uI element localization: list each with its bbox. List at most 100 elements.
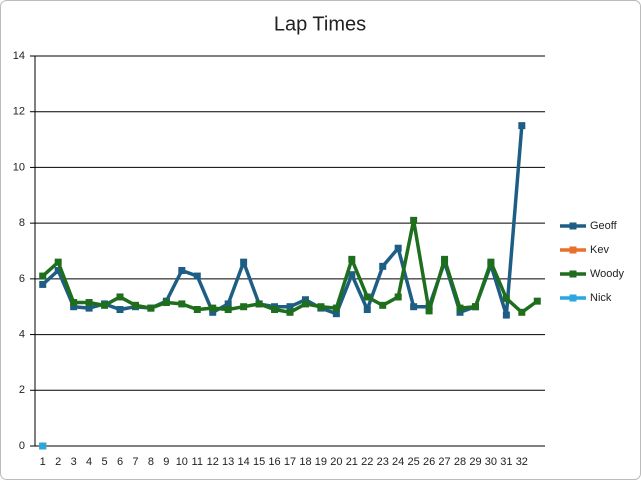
x-tick-label: 16 — [268, 456, 280, 468]
point-marker — [425, 307, 433, 315]
point-marker — [317, 303, 325, 311]
x-tick-label: 4 — [86, 456, 92, 468]
point-marker — [379, 301, 387, 309]
x-tick-label: 30 — [485, 456, 497, 468]
point-marker — [518, 122, 526, 130]
x-tick-label: 24 — [392, 456, 404, 468]
point-marker — [224, 306, 232, 313]
legend-label: Geoff — [590, 220, 618, 232]
point-marker — [116, 306, 124, 313]
point-marker — [54, 258, 62, 266]
x-tick-label: 5 — [101, 456, 107, 468]
x-tick-label: 25 — [408, 456, 420, 468]
point-marker — [240, 258, 248, 266]
legend-marker — [569, 270, 577, 278]
x-tick-label: 18 — [299, 456, 311, 468]
point-marker — [286, 308, 294, 316]
x-tick-label: 22 — [361, 456, 373, 468]
x-tick-label: 12 — [207, 456, 219, 468]
point-marker — [518, 308, 526, 316]
x-tick-label: 29 — [469, 456, 481, 468]
point-marker — [39, 442, 47, 450]
x-tick-label: 32 — [516, 456, 528, 468]
point-marker — [533, 297, 541, 305]
point-marker — [85, 299, 93, 307]
point-marker — [410, 303, 418, 311]
point-marker — [209, 308, 217, 316]
y-tick-label: 4 — [19, 328, 25, 340]
point-marker — [255, 300, 263, 308]
y-tick-label: 12 — [13, 106, 25, 118]
point-marker — [162, 299, 170, 307]
point-marker — [178, 300, 186, 308]
x-tick-label: 21 — [346, 456, 358, 468]
point-marker — [348, 255, 356, 263]
point-marker — [286, 303, 294, 311]
point-marker — [240, 303, 248, 311]
x-tick-label: 11 — [192, 456, 203, 468]
point-marker — [209, 304, 217, 312]
y-tick-label: 6 — [19, 273, 25, 285]
x-tick-label: 2 — [55, 456, 61, 468]
point-marker — [85, 304, 93, 312]
point-marker — [502, 294, 510, 302]
point-marker — [348, 271, 356, 279]
x-tick-label: 17 — [284, 456, 296, 468]
point-marker — [301, 296, 309, 304]
x-tick-label: 9 — [163, 456, 169, 468]
x-tick-label: 31 — [500, 456, 512, 468]
point-marker — [332, 304, 340, 312]
point-marker — [178, 267, 186, 274]
point-marker — [101, 301, 109, 309]
point-marker — [70, 299, 78, 307]
point-marker — [54, 267, 62, 274]
x-tick-label: 20 — [330, 456, 342, 468]
legend-label: Kev — [590, 244, 609, 256]
x-tick-label: 6 — [117, 456, 123, 468]
point-marker — [487, 258, 495, 266]
point-marker — [456, 304, 464, 312]
x-tick-label: 7 — [132, 456, 138, 468]
x-tick-label: 26 — [423, 456, 435, 468]
point-marker — [39, 272, 47, 280]
point-marker — [471, 303, 479, 311]
legend-marker — [569, 246, 577, 254]
point-marker — [332, 310, 340, 318]
point-marker — [441, 255, 449, 263]
point-marker — [301, 300, 309, 308]
point-marker — [39, 280, 47, 288]
point-marker — [394, 293, 402, 301]
legend-marker — [569, 222, 577, 230]
x-tick-label: 10 — [176, 456, 188, 468]
x-tick-label: 23 — [377, 456, 389, 468]
x-tick-label: 15 — [253, 456, 265, 468]
point-marker — [363, 293, 371, 301]
point-marker — [363, 306, 371, 313]
x-tick-label: 3 — [71, 456, 77, 468]
point-marker — [193, 272, 201, 280]
legend-label: Nick — [590, 292, 612, 304]
legend-marker — [569, 294, 577, 302]
x-tick-label: 13 — [222, 456, 234, 468]
chart-title: Lap Times — [274, 13, 366, 35]
point-marker — [193, 306, 201, 313]
point-marker — [379, 262, 387, 270]
point-marker — [131, 301, 139, 309]
y-tick-label: 0 — [19, 440, 25, 452]
x-tick-label: 19 — [315, 456, 327, 468]
point-marker — [224, 300, 232, 308]
point-marker — [147, 304, 155, 312]
point-marker — [70, 303, 78, 311]
point-marker — [410, 216, 418, 224]
x-tick-label: 28 — [454, 456, 466, 468]
legend-label: Woody — [590, 268, 625, 280]
x-tick-label: 8 — [148, 456, 154, 468]
y-tick-label: 14 — [13, 50, 25, 62]
y-tick-label: 8 — [19, 217, 25, 229]
x-tick-label: 27 — [438, 456, 450, 468]
point-marker — [116, 293, 124, 301]
y-tick-label: 10 — [13, 161, 25, 173]
point-marker — [394, 244, 402, 252]
